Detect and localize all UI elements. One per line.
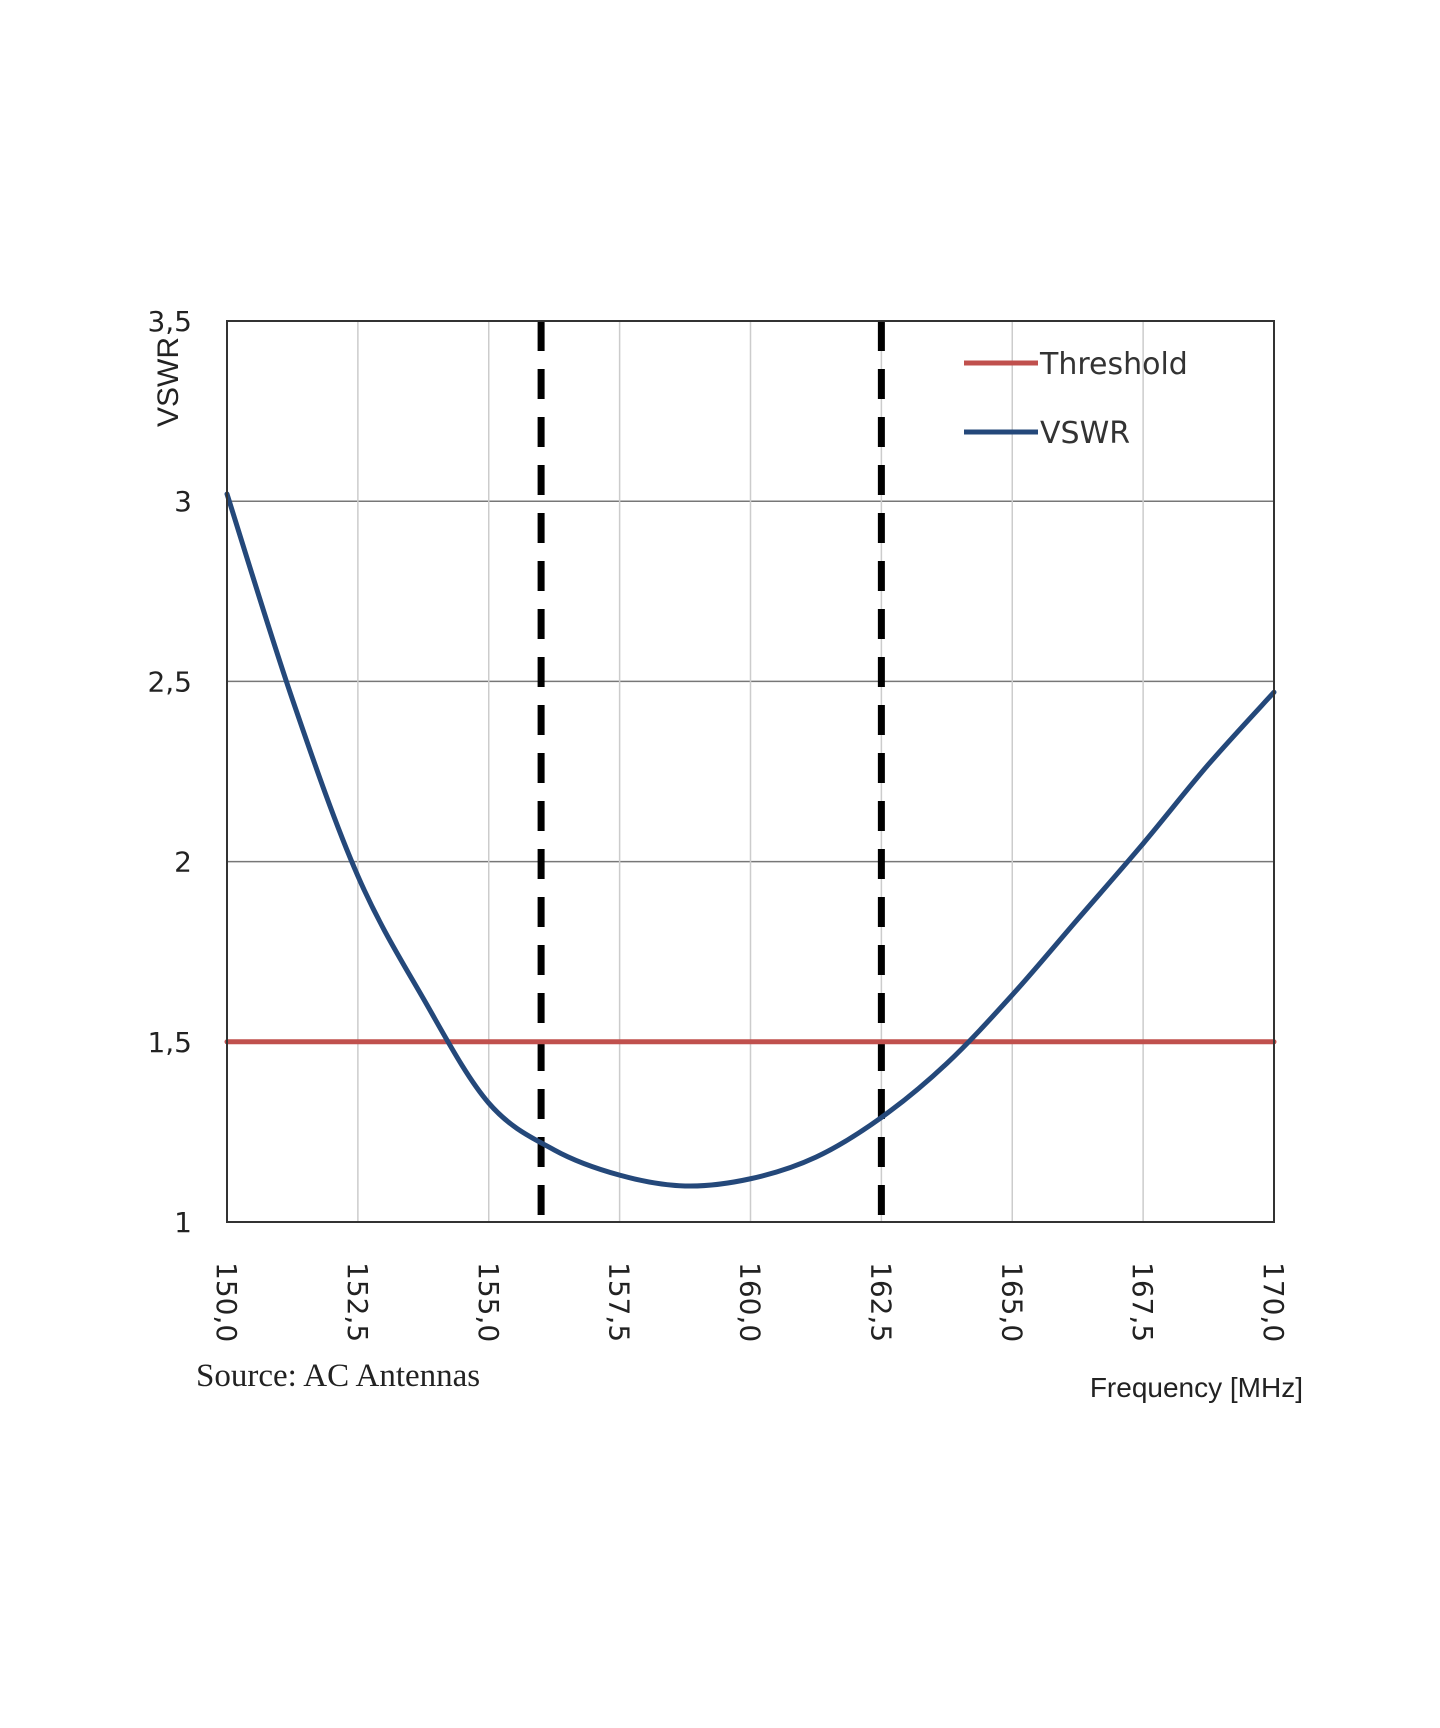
y-tick-label: 1,5: [147, 1026, 192, 1059]
y-tick-label: 2,5: [147, 665, 192, 698]
y-tick-label: 3,5: [147, 305, 192, 338]
band-markers: [537, 321, 885, 1222]
x-tick-label: 162,5: [864, 1262, 897, 1342]
legend-label: VSWR: [1040, 416, 1130, 451]
x-tick-labels: 150,0 152,5 155,0 157,5 160,0 162,5 165,0 167,5…: [210, 1262, 1290, 1342]
y-tick-label: 3: [174, 485, 192, 518]
x-tick-label: 165,0: [995, 1262, 1028, 1342]
legend-label: Threshold: [1039, 347, 1188, 382]
y-tick-label: 1: [174, 1206, 192, 1239]
legend: Threshold VSWR: [964, 347, 1188, 451]
y-tick-label: 2: [174, 846, 192, 879]
x-axis-label: Frequency [MHz]: [1090, 1372, 1303, 1403]
series-lines: [224, 491, 1277, 1189]
x-tick-label: 155,0: [472, 1262, 505, 1342]
x-tick-label: 150,0: [210, 1262, 243, 1342]
x-tick-label: 170,0: [1257, 1262, 1290, 1342]
x-tick-label: 160,0: [734, 1262, 767, 1342]
source-note: Source: AC Antennas: [196, 1358, 481, 1394]
plot-frame: [226, 320, 1275, 1223]
y-tick-labels: 1 1,5 2 2,5 3 3,5: [147, 305, 192, 1239]
x-tick-label: 167,5: [1126, 1262, 1159, 1342]
series-vswr: [224, 491, 1277, 1189]
grid: [226, 320, 1275, 1223]
x-tick-label: 157,5: [603, 1262, 636, 1342]
y-axis-label: VSWR: [152, 337, 185, 427]
x-tick-label: 152,5: [341, 1262, 374, 1342]
